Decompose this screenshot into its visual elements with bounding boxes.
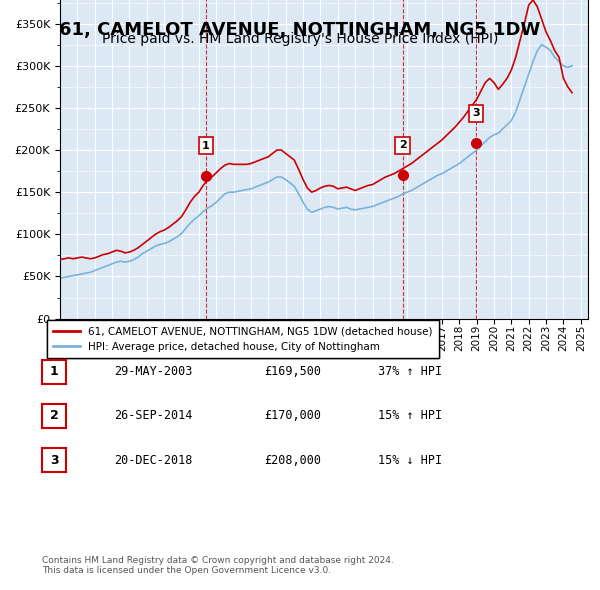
Legend: 61, CAMELOT AVENUE, NOTTINGHAM, NG5 1DW (detached house), HPI: Average price, de: 61, CAMELOT AVENUE, NOTTINGHAM, NG5 1DW … [47, 320, 439, 358]
Text: 1: 1 [50, 365, 58, 378]
Text: 2: 2 [50, 409, 58, 422]
Text: 3: 3 [50, 454, 58, 467]
Text: 61, CAMELOT AVENUE, NOTTINGHAM, NG5 1DW: 61, CAMELOT AVENUE, NOTTINGHAM, NG5 1DW [59, 21, 541, 39]
Text: 3: 3 [472, 109, 480, 118]
Text: Price paid vs. HM Land Registry's House Price Index (HPI): Price paid vs. HM Land Registry's House … [102, 32, 498, 47]
Text: £170,000: £170,000 [264, 409, 321, 422]
Text: Contains HM Land Registry data © Crown copyright and database right 2024.
This d: Contains HM Land Registry data © Crown c… [42, 556, 394, 575]
Text: 37% ↑ HPI: 37% ↑ HPI [378, 365, 442, 378]
Text: 20-DEC-2018: 20-DEC-2018 [114, 454, 193, 467]
Text: 15% ↓ HPI: 15% ↓ HPI [378, 454, 442, 467]
Text: £169,500: £169,500 [264, 365, 321, 378]
Text: 26-SEP-2014: 26-SEP-2014 [114, 409, 193, 422]
Text: £208,000: £208,000 [264, 454, 321, 467]
Text: 2: 2 [399, 140, 406, 150]
Text: 1: 1 [202, 141, 210, 150]
Text: 15% ↑ HPI: 15% ↑ HPI [378, 409, 442, 422]
Text: 29-MAY-2003: 29-MAY-2003 [114, 365, 193, 378]
